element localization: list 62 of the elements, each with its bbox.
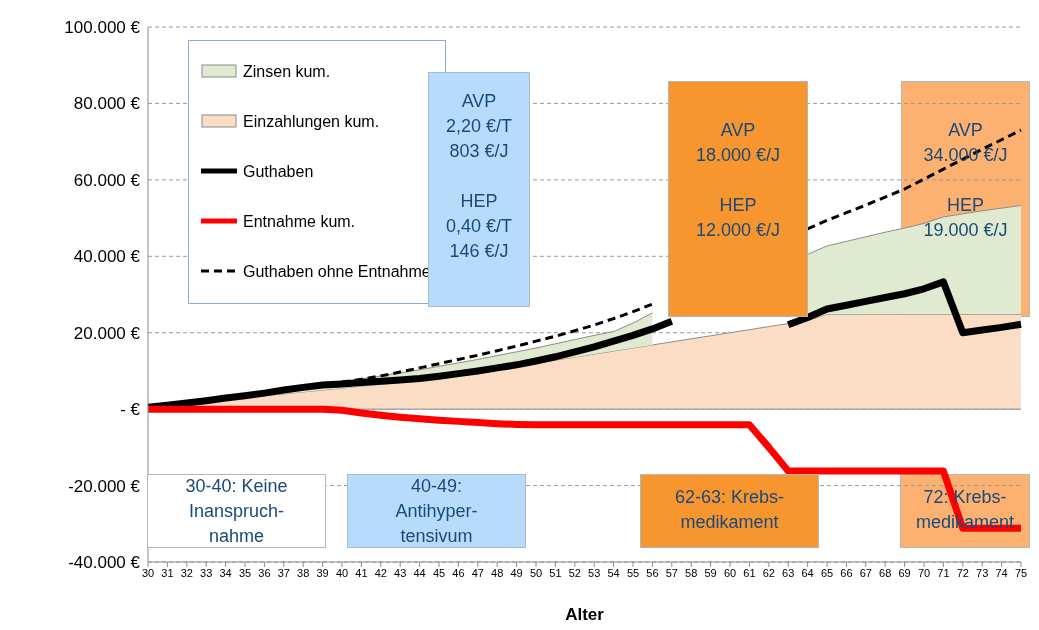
text: AVP 18.000 €/J HEP 12.000 €/J (695, 120, 781, 240)
x-tick-label: 53 (588, 566, 601, 579)
x-tick-label: 59 (704, 566, 717, 579)
x-tick-label: 71 (937, 566, 950, 579)
x-tick-label: 39 (316, 566, 329, 579)
x-tick-label: 66 (840, 566, 853, 579)
y-tick-label: 80.000 € (73, 94, 141, 114)
x-tick-label: 70 (917, 566, 931, 579)
x-tick-label: 46 (452, 566, 465, 579)
x-tick-label: 34 (219, 566, 232, 579)
x-tick-label: 51 (549, 566, 562, 579)
x-tick-label: 43 (394, 566, 407, 579)
y-tick-label: 100.000 € (64, 18, 141, 38)
y-tick-label: -40.000 € (68, 553, 141, 573)
x-tick-label: 48 (491, 566, 504, 579)
x-tick-label: 73 (976, 566, 989, 579)
legend-label: Guthaben (243, 163, 314, 181)
x-tick-label: 64 (801, 566, 814, 579)
x-tick-label: 72 (956, 566, 969, 579)
x-tick-label: 41 (355, 566, 368, 579)
x-tick-label: 44 (413, 566, 426, 579)
x-tick-label: 63 (782, 566, 795, 579)
x-tick-label: 60 (723, 566, 737, 579)
legend-label: Guthaben ohne Entnahme (243, 263, 431, 281)
x-tick-label: 52 (568, 566, 581, 579)
x-tick-label: 31 (161, 566, 174, 579)
text: AVP 2,20 €/T 803 €/J HEP 0,40 €/T 146 €/J (445, 91, 513, 261)
x-tick-label: 38 (297, 566, 310, 579)
x-tick-label: 57 (665, 566, 678, 579)
x-tick-label: 75 (1014, 566, 1028, 579)
y-tick-label: 40.000 € (73, 247, 141, 267)
x-tick-label: 32 (180, 566, 193, 579)
x-tick-label: 50 (529, 566, 543, 579)
y-tick-label: 20.000 € (73, 323, 141, 343)
x-axis-title: Alter (565, 605, 605, 624)
x-tick-label: 40 (335, 566, 349, 579)
y-tick-label: - € (120, 400, 141, 420)
x-tick-label: 30 (141, 566, 155, 579)
y-tick-label: -20.000 € (68, 476, 141, 496)
x-tick-label: 42 (374, 566, 387, 579)
x-tick-label: 49 (510, 566, 523, 579)
x-tick-label: 33 (200, 566, 213, 579)
x-tick-label: 36 (258, 566, 271, 579)
x-tick-label: 68 (879, 566, 892, 579)
x-tick-label: 47 (471, 566, 484, 579)
x-tick-label: 62 (762, 566, 775, 579)
legend-label: Zinsen kum. (243, 63, 331, 81)
x-tick-label: 54 (607, 566, 620, 579)
x-tick-label: 69 (898, 566, 911, 579)
x-tick-label: 58 (685, 566, 698, 579)
legend-label: Entnahme kum. (243, 213, 356, 231)
legend-label: Einzahlungen kum. (243, 113, 380, 131)
y-tick-label: 60.000 € (73, 170, 141, 190)
x-tick-label: 55 (626, 566, 640, 579)
x-tick-label: 37 (277, 566, 290, 579)
x-tick-label: 74 (995, 566, 1008, 579)
x-tick-label: 67 (859, 566, 872, 579)
x-tick-label: 35 (238, 566, 252, 579)
x-tick-label: 56 (646, 566, 659, 579)
x-tick-label: 45 (432, 566, 446, 579)
x-tick-label: 65 (820, 566, 834, 579)
x-tick-label: 61 (743, 566, 756, 579)
